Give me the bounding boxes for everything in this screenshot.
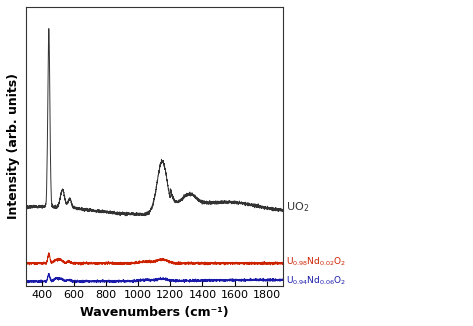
Text: U$_{0.98}$Nd$_{0.02}$O$_2$: U$_{0.98}$Nd$_{0.02}$O$_2$ (286, 255, 346, 268)
Y-axis label: Intensity (arb. units): Intensity (arb. units) (7, 73, 20, 219)
X-axis label: Wavenumbers (cm⁻¹): Wavenumbers (cm⁻¹) (80, 306, 228, 319)
Text: UO$_2$: UO$_2$ (286, 200, 309, 214)
Text: U$_{0.94}$Nd$_{0.06}$O$_2$: U$_{0.94}$Nd$_{0.06}$O$_2$ (286, 275, 346, 287)
